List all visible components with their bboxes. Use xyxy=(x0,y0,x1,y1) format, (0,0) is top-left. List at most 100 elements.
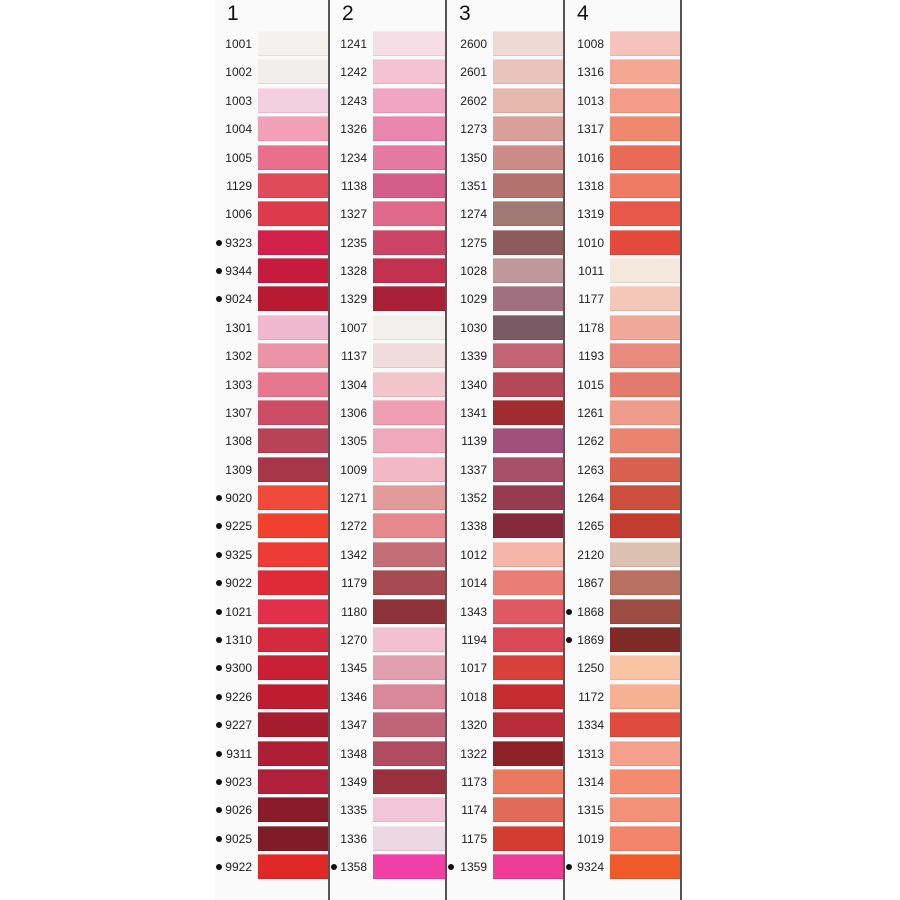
thread-code: 1302 xyxy=(225,349,252,364)
swatch xyxy=(373,740,445,766)
thread-code: 1029 xyxy=(460,292,487,307)
thread-code: 1305 xyxy=(340,434,367,449)
bullet xyxy=(216,722,222,729)
swatch xyxy=(373,399,445,425)
swatch xyxy=(610,456,680,482)
thread-code: 1243 xyxy=(340,93,367,108)
thread-code: 1235 xyxy=(340,235,367,250)
swatch xyxy=(493,172,563,198)
column-number: 3 xyxy=(459,2,471,25)
swatch xyxy=(258,456,328,482)
swatch xyxy=(373,825,445,851)
bullet xyxy=(216,750,222,757)
swatch xyxy=(258,768,328,794)
thread-code: 9227 xyxy=(225,718,252,733)
thread-code: 1178 xyxy=(578,320,604,335)
thread-code: 9025 xyxy=(225,831,252,846)
swatch xyxy=(373,258,445,284)
thread-code: 1174 xyxy=(461,803,487,818)
swatch xyxy=(493,513,563,539)
thread-code: 1014 xyxy=(460,576,487,591)
bullet xyxy=(216,268,222,275)
swatch xyxy=(373,456,445,482)
bullet xyxy=(216,636,222,643)
swatch xyxy=(258,314,328,340)
thread-code: 1339 xyxy=(460,349,487,364)
swatch xyxy=(610,116,680,142)
swatch xyxy=(258,144,328,170)
swatch xyxy=(258,258,328,284)
swatch xyxy=(258,797,328,823)
swatch xyxy=(610,570,680,596)
thread-code: 2120 xyxy=(577,547,604,562)
thread-code: 1310 xyxy=(225,632,252,647)
swatch xyxy=(610,59,680,85)
swatch xyxy=(493,598,563,624)
thread-code: 1336 xyxy=(340,831,367,846)
thread-code: 1263 xyxy=(577,462,604,477)
swatch xyxy=(610,286,680,312)
bullet xyxy=(216,580,222,587)
swatch xyxy=(373,229,445,255)
thread-code: 9226 xyxy=(225,689,252,704)
swatch xyxy=(493,854,563,880)
swatch xyxy=(373,87,445,113)
swatch xyxy=(373,172,445,198)
swatch xyxy=(493,712,563,738)
swatch xyxy=(373,541,445,567)
swatch xyxy=(610,229,680,255)
swatch xyxy=(493,314,563,340)
swatch xyxy=(493,740,563,766)
swatch xyxy=(610,314,680,340)
swatch xyxy=(373,59,445,85)
thread-code: 1271 xyxy=(340,491,367,506)
thread-code: 9922 xyxy=(225,860,252,875)
bullet xyxy=(216,693,222,700)
thread-code: 1869 xyxy=(577,632,604,647)
bullet xyxy=(566,608,572,615)
swatch xyxy=(610,258,680,284)
thread-code: 1327 xyxy=(340,207,367,222)
swatch xyxy=(493,286,563,312)
thread-code: 1868 xyxy=(577,604,604,619)
thread-code: 1015 xyxy=(577,377,604,392)
swatch xyxy=(610,825,680,851)
thread-code: 1346 xyxy=(340,689,367,704)
swatch xyxy=(610,428,680,454)
swatch xyxy=(258,712,328,738)
thread-code: 1137 xyxy=(341,349,367,364)
swatch xyxy=(373,31,445,56)
swatch xyxy=(258,513,328,539)
swatch xyxy=(258,570,328,596)
swatch xyxy=(610,399,680,425)
swatch xyxy=(373,428,445,454)
thread-code: 1194 xyxy=(461,632,487,647)
swatch xyxy=(610,598,680,624)
thread-code: 9020 xyxy=(225,491,252,506)
thread-code: 9324 xyxy=(577,860,604,875)
bullet xyxy=(566,636,572,643)
thread-code: 1010 xyxy=(577,235,604,250)
thread-column: 3 2600 2601 2602 1273 1350 1351 1274 1275 1028 102… xyxy=(447,0,565,900)
thread-code: 1241 xyxy=(340,37,367,51)
thread-code: 1867 xyxy=(577,576,604,591)
swatch xyxy=(373,626,445,652)
thread-code: 1314 xyxy=(577,774,604,789)
swatch xyxy=(258,399,328,425)
thread-code: 1347 xyxy=(340,718,367,733)
swatch xyxy=(610,712,680,738)
thread-code: 1316 xyxy=(577,65,604,80)
thread-code: 1345 xyxy=(340,661,367,676)
swatch xyxy=(373,485,445,511)
swatch xyxy=(610,31,680,56)
thread-code: 1007 xyxy=(340,320,367,335)
bullet xyxy=(216,864,222,871)
thread-code: 1001 xyxy=(225,37,252,51)
thread-code: 1335 xyxy=(340,803,367,818)
thread-code: 1338 xyxy=(460,519,487,534)
swatch xyxy=(373,712,445,738)
swatch xyxy=(493,144,563,170)
bullet xyxy=(566,864,572,871)
swatch xyxy=(373,854,445,880)
thread-code: 1003 xyxy=(225,93,252,108)
